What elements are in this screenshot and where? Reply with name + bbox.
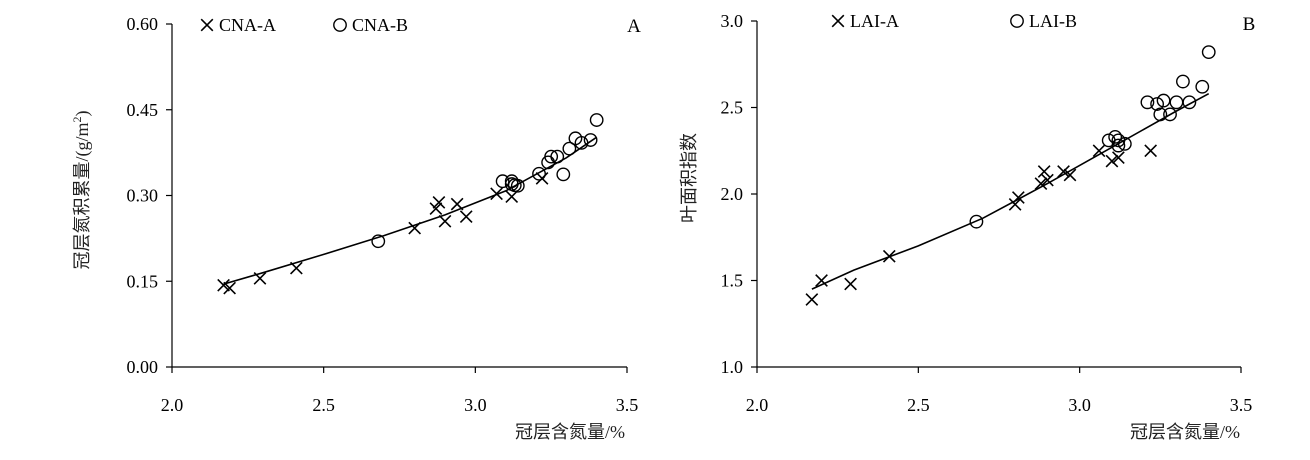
series-a-point [805,293,819,306]
x-tick-label: 3.0 [1068,395,1091,415]
series-b-point [1163,107,1177,122]
series-a-point [1034,177,1048,190]
series-a-point [1105,154,1119,168]
x-tick-label: 2.0 [161,395,184,415]
legend-marker-circle [1010,14,1024,28]
series-b-point [574,136,589,150]
series-a-point [1057,165,1070,178]
x-tick-label: 3.0 [464,395,487,415]
y-tick-label: 1.0 [721,357,744,377]
series-a-point [1008,198,1022,211]
series-b-point [589,113,604,127]
series-b-point [532,166,546,181]
series-b-point [1111,138,1126,153]
y-tick-label: 0.45 [127,100,159,120]
series-a-point [1092,144,1106,158]
series-b-point [1117,136,1132,151]
series-a-point [1063,168,1077,182]
series-b-point [556,167,571,182]
y-tick-label: 3.0 [721,11,744,31]
series-a-point [490,187,503,201]
chart-panel-b: 1.0 1.5 2.0 2.5 3.0 2.0 2.5 3.0 3.5 LAI-A LAI-B B 冠层… [679,11,1255,442]
panel-label: B [1243,14,1256,35]
series-a-point [882,249,896,263]
y-tick-label: 0.15 [127,271,159,291]
series-b-point [371,234,386,249]
legend-marker-circle [333,18,347,32]
series-a-point [459,210,473,224]
series-a-point [223,281,236,295]
series-a-point [815,274,828,287]
fit-curve [223,136,598,285]
series-b-point [562,141,577,156]
y-axis-title: 冠层氮积累量/(g/m2) [70,111,93,270]
series-b-point [1150,97,1165,111]
x-tick-label: 3.5 [616,395,639,415]
series-a-point [1037,165,1051,178]
series-b-point [1176,74,1190,89]
legend-label: CNA-B [352,15,408,35]
series-a-point [1112,151,1125,165]
series-a-point [450,197,464,211]
series-b-point [1195,79,1210,94]
series-a-point [438,214,452,228]
series-a-point [253,272,267,285]
legend-label: LAI-B [1029,11,1077,31]
series-b-point [1169,95,1184,110]
y-tick-label: 0.00 [127,357,159,377]
series-a-point [1144,144,1158,158]
series-a-point [535,171,549,185]
y-tick-label: 0.60 [127,14,159,34]
fit-curve [811,92,1210,290]
series-b-point [1156,93,1171,108]
series-b-point [510,178,525,193]
x-tick-label: 3.5 [1230,395,1253,415]
y-tick-label: 2.0 [721,184,744,204]
x-tick-label: 2.5 [907,395,930,415]
series-a-point [217,278,230,292]
series-a-point [1011,191,1025,204]
y-tick-label: 1.5 [721,271,744,291]
legend-marker-cross [831,14,845,28]
panel-label: A [627,16,641,37]
chart-panel-a: 0.00 0.15 0.30 0.45 0.60 2.0 2.5 3.0 3.5 CNA-A CNA… [70,14,641,442]
series-a-point [505,190,519,204]
x-axis-title: 冠层含氮量/% [1130,422,1240,442]
series-b-point [1182,95,1197,110]
legend-marker-cross [200,18,214,32]
series-b-point [1201,45,1216,60]
legend-label: LAI-A [850,11,899,31]
series-b-point [969,214,984,229]
series-b-point [1111,133,1126,148]
series-b-point [495,174,510,189]
series-b-point [1140,95,1155,110]
x-axis-title: 冠层含氮量/% [515,422,625,442]
x-tick-label: 2.5 [312,395,335,415]
series-b-point [550,149,565,164]
series-b-point [1153,107,1168,122]
series-a-point [429,202,443,216]
series-b-point [1108,130,1123,144]
x-tick-label: 2.0 [746,395,769,415]
y-tick-label: 0.30 [127,186,159,206]
series-a-point [844,277,857,291]
series-b-point [583,133,598,147]
y-tick-label: 2.5 [721,98,744,118]
y-axis-title: 叶面积指数 [679,133,699,223]
series-b-point [544,149,559,164]
series-a-point [290,261,303,275]
legend-label: CNA-A [219,15,276,35]
series-a-point [1041,173,1054,187]
series-a-point [432,195,446,209]
series-a-point [408,221,422,235]
